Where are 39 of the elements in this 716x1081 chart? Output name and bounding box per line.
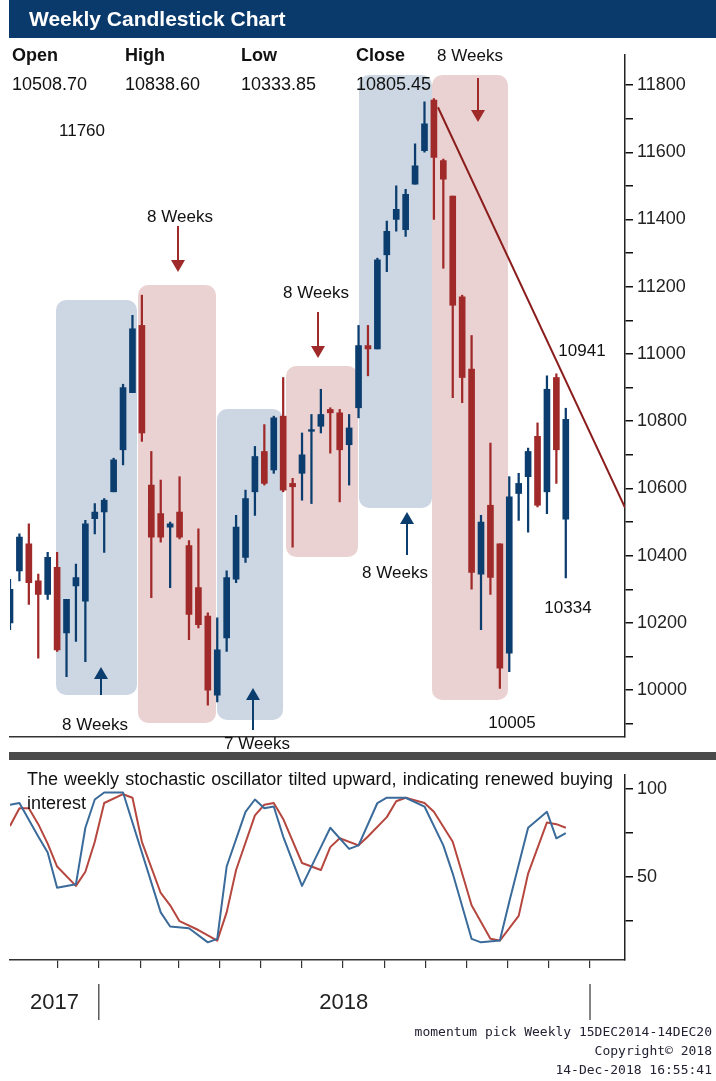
- x-tick-label: 2018: [319, 989, 369, 1015]
- y-tick-label: 11600: [637, 141, 686, 162]
- y-tick-label: 11800: [637, 74, 686, 95]
- annotation: 8 Weeks: [147, 207, 213, 227]
- annotation: Close: [356, 45, 406, 66]
- annotation: Low: [241, 45, 277, 66]
- y-tick-label: 10000: [637, 679, 688, 700]
- text: momentum pick Weekly 15DEC2014-14DEC20: [414, 1024, 712, 1039]
- annotation: 8 Weeks: [437, 46, 503, 66]
- annotation: 10005: [488, 713, 536, 733]
- text: Copyright© 2018: [594, 1043, 712, 1058]
- annotation: High: [125, 45, 165, 66]
- y-tick-label: 10600: [637, 477, 688, 498]
- text: 14-Dec-2018 16:55:41: [555, 1062, 712, 1077]
- y-tick-label: 11400: [637, 208, 686, 229]
- x-tick-label: 2017: [29, 989, 79, 1015]
- annotation: 10838.60: [125, 74, 201, 95]
- annotation: 8 Weeks: [362, 563, 428, 583]
- y-tick-label: 10800: [637, 410, 688, 431]
- annotation: 10805.45: [356, 74, 432, 95]
- annotation: 8 Weeks: [62, 715, 128, 735]
- annotation: The weekly stochastic oscillator tilted upward, indicating renewed buying interest: [27, 768, 613, 815]
- annotation: 10334: [544, 598, 592, 618]
- y-tick-label: 10400: [637, 544, 688, 565]
- candlestick: [308, 414, 315, 504]
- y-tick-label: 10200: [637, 611, 688, 632]
- annotation: 8 Weeks: [283, 283, 349, 303]
- annotation: 10508.70: [12, 74, 88, 95]
- chart-title: Weekly Candlestick Chart: [9, 0, 716, 38]
- annotation: 10941: [558, 341, 606, 361]
- annotation: Open: [12, 45, 59, 66]
- y-tick-label: 11200: [637, 275, 686, 296]
- annotation: 10333.85: [241, 74, 317, 95]
- y-tick-label: 50: [637, 866, 658, 887]
- y-tick-label: 11000: [637, 342, 686, 363]
- annotation: 7 Weeks: [224, 734, 290, 754]
- y-tick-label: 100: [637, 777, 668, 798]
- annotation: 11760: [58, 121, 106, 141]
- candlestick: [289, 478, 296, 548]
